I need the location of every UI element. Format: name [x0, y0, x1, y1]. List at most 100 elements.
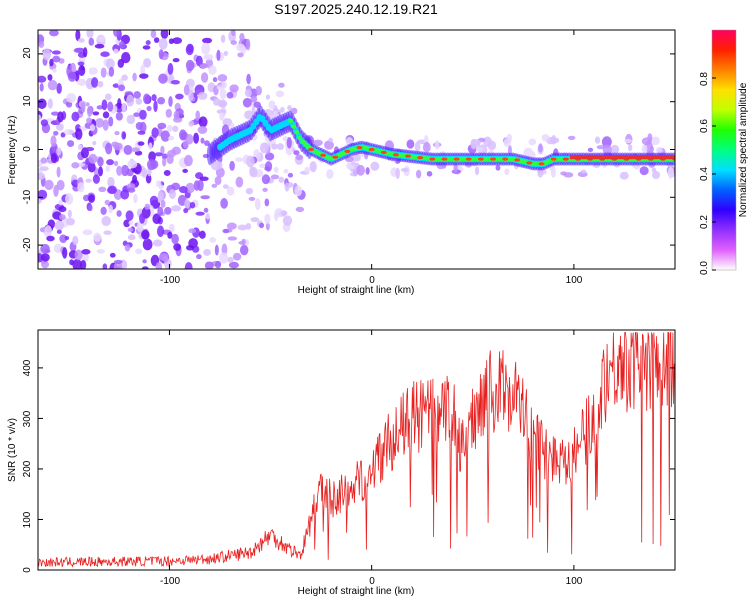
noise-blob: [195, 211, 205, 216]
snr-y-tick: 100: [22, 511, 33, 528]
noise-blob: [101, 99, 108, 111]
ridge-peak: [344, 149, 351, 154]
spectrogram-x-tick: 100: [566, 275, 583, 286]
ridge-inner: [288, 118, 294, 124]
noise-blob: [250, 217, 260, 223]
noise-blob: [56, 123, 64, 131]
noise-blob: [167, 149, 177, 158]
noise-blob: [102, 111, 110, 119]
noise-blob: [185, 44, 194, 56]
noise-blob: [62, 247, 68, 259]
noise-blob: [265, 94, 270, 100]
noise-blob: [262, 187, 268, 192]
noise-blob: [475, 146, 484, 152]
noise-blob: [157, 191, 164, 203]
noise-blob: [51, 50, 61, 55]
noise-blob: [222, 184, 229, 189]
noise-blob: [142, 238, 153, 251]
noise-blob: [122, 131, 127, 140]
noise-blob: [295, 154, 304, 161]
noise-blob: [271, 143, 278, 150]
noise-blob: [86, 30, 94, 39]
noise-blob: [175, 93, 184, 100]
noise-blob: [265, 222, 270, 231]
noise-blob: [504, 168, 510, 175]
noise-blob: [246, 73, 251, 85]
noise-blob: [96, 248, 105, 254]
noise-blob: [81, 252, 89, 263]
noise-blob: [200, 72, 209, 83]
noise-blob: [88, 153, 98, 164]
colorbar-tick-label: 0.2: [699, 215, 710, 229]
noise-blob: [216, 49, 221, 61]
noise-blob: [639, 166, 649, 176]
snr-y-label: SNR (10 * v/v): [7, 418, 18, 482]
noise-blob: [230, 40, 238, 45]
noise-blob: [185, 59, 195, 71]
noise-blob: [160, 145, 165, 155]
ridge-peak: [550, 157, 557, 161]
spectrogram-x-tick: -100: [160, 275, 180, 286]
noise-blob: [117, 58, 125, 68]
noise-blob: [294, 185, 303, 197]
noise-blob: [349, 172, 358, 177]
noise-blob: [40, 243, 50, 254]
noise-blob: [52, 68, 57, 73]
noise-blob: [166, 125, 173, 132]
noise-blob: [108, 204, 113, 214]
colorbar-tick-label: 0.0: [699, 261, 710, 275]
noise-blob: [235, 176, 244, 188]
noise-blob: [197, 92, 208, 100]
colorbar-label: Normalized spectral amplitude: [738, 82, 749, 217]
noise-blob: [250, 95, 258, 103]
noise-blob: [41, 260, 50, 269]
noise-blob: [97, 35, 106, 43]
colorbar-tick-label: 0.8: [699, 72, 710, 86]
noise-blob: [160, 130, 170, 142]
noise-blob: [67, 71, 77, 82]
noise-blob: [189, 201, 196, 209]
noise-blob: [133, 91, 141, 99]
noise-blob: [153, 100, 158, 113]
noise-blob: [253, 101, 261, 108]
noise-blob: [116, 165, 123, 176]
ridge-peak: [538, 162, 545, 166]
noise-blob: [159, 252, 169, 261]
noise-blob: [172, 57, 180, 63]
noise-blob: [261, 174, 271, 185]
noise-blob: [152, 239, 163, 247]
noise-blob: [104, 93, 112, 101]
noise-blob: [162, 157, 167, 167]
noise-blob: [141, 266, 149, 269]
noise-blob: [56, 179, 65, 191]
noise-blob: [124, 244, 131, 252]
spectrogram-x-tick: 0: [369, 275, 375, 286]
noise-blob: [474, 166, 480, 176]
noise-blob: [50, 135, 57, 148]
noise-blob: [651, 167, 657, 173]
noise-blob: [627, 144, 633, 152]
noise-blob: [596, 145, 605, 150]
noise-blob: [56, 147, 62, 156]
colorbar-tick-label: 0.6: [699, 119, 710, 133]
noise-blob: [78, 65, 86, 76]
noise-blob: [219, 112, 225, 121]
noise-blob: [44, 225, 52, 237]
noise-blob: [38, 189, 48, 200]
noise-blob: [56, 229, 62, 235]
noise-blob: [42, 48, 52, 61]
noise-blob: [275, 90, 285, 98]
noise-blob: [241, 238, 246, 246]
noise-blob: [503, 138, 512, 148]
noise-blob: [64, 235, 70, 241]
ridge-inner: [291, 124, 297, 129]
noise-blob: [487, 140, 497, 151]
noise-blob: [278, 82, 285, 88]
noise-blob: [100, 206, 107, 215]
noise-blob: [126, 94, 135, 107]
noise-blob: [38, 172, 46, 180]
noise-blob: [186, 244, 195, 251]
noise-blob: [434, 140, 440, 150]
noise-blob: [163, 170, 171, 177]
noise-blob: [85, 178, 92, 183]
